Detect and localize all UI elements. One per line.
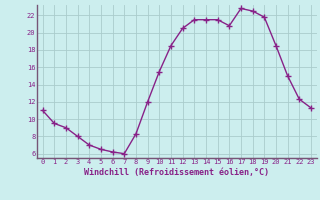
X-axis label: Windchill (Refroidissement éolien,°C): Windchill (Refroidissement éolien,°C): [84, 168, 269, 177]
